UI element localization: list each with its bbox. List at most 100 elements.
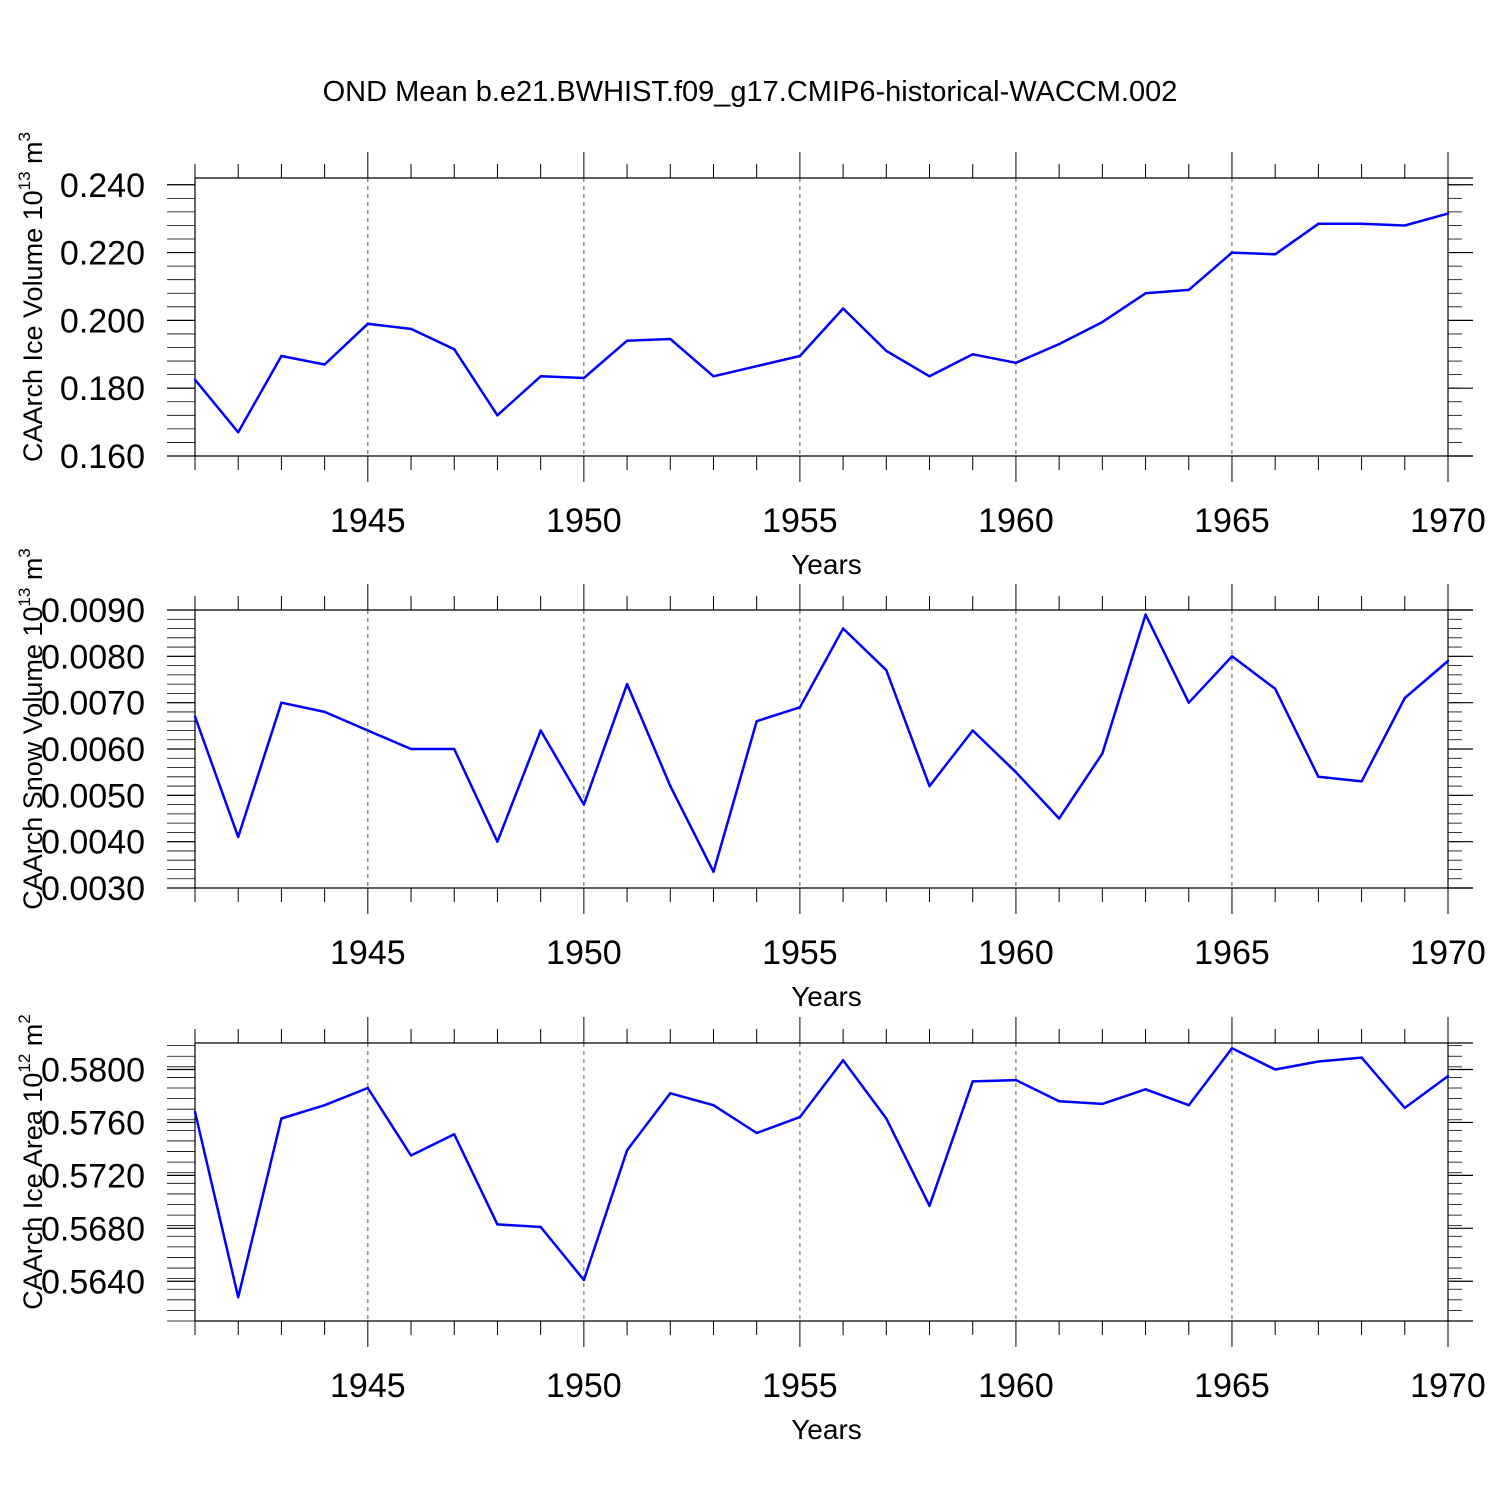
x-tick-label: 1960 [978,1367,1054,1405]
data-point [1317,775,1320,778]
data-point [712,1104,715,1107]
data-point [1317,222,1320,225]
data-point [193,378,197,381]
data-point [366,729,370,732]
data-point [1057,817,1061,820]
data-point [496,840,499,843]
x-tick-label: 1970 [1410,1367,1486,1405]
data-point [1360,1056,1363,1059]
data-point [280,1117,283,1120]
data-point [366,1086,370,1090]
y-tick-label: 0.0050 [41,777,145,815]
data-point [1446,659,1450,663]
series-line [193,1047,1449,1299]
data-point [1101,320,1104,324]
data-point [280,701,283,704]
x-tick-label: 1965 [1194,502,1270,540]
data-point [539,375,542,378]
y-tick-label: 0.0030 [41,870,145,908]
data-point [928,375,931,378]
data-point [669,784,672,788]
x-tick-label: 1965 [1194,934,1270,972]
data-point [280,354,283,358]
data-point [1273,1068,1277,1071]
data-point [453,1133,456,1136]
data-point [885,1117,888,1120]
data-point [366,322,370,325]
data-point [1057,342,1061,346]
data-point [453,747,456,751]
data-point [1187,701,1190,704]
y-tick-label: 0.180 [60,370,145,408]
data-point [1101,752,1104,755]
data-point [193,1110,197,1114]
x-tick-label: 1960 [978,502,1054,540]
data-point [323,710,326,714]
panel-ice-volume: 1945 1950 1955 1960 1965 1970 0.160 0.180 0.200 0… [15,132,1486,580]
data-point [496,1223,499,1226]
data-point [669,1092,672,1095]
data-point [237,1295,240,1299]
data-point [1403,1106,1406,1110]
x-tick-label: 1970 [1410,502,1486,540]
x-tick-label: 1945 [330,502,406,540]
data-point [885,669,888,672]
data-point [1360,780,1363,783]
data-point [1144,292,1147,295]
y-tick-label: 0.5680 [41,1210,145,1248]
data-point [1014,770,1018,774]
y-axis-label-part: m [18,558,48,588]
data-point [1187,1104,1190,1107]
data-point [1230,655,1234,658]
data-point [712,870,715,873]
series-line [193,613,1449,874]
y-axis-label: CAArch Ice Area 1012 m2 [15,1014,48,1310]
data-point [1014,361,1018,364]
data-point [582,376,586,380]
data-point [539,1225,542,1229]
x-tick-label: 1950 [546,502,622,540]
data-point [496,414,499,417]
panel-snow-volume: 1945 1950 1955 1960 1965 1970 0.0030 0.0040 0.00… [15,548,1486,1012]
x-tick-label: 1970 [1410,934,1486,972]
data-point [582,1278,586,1282]
x-tick-label: 1945 [330,1367,406,1405]
data-point [323,363,326,366]
data-point [841,307,845,310]
data-point [1403,696,1406,700]
y-tick-label: 0.0060 [41,731,145,769]
data-point [798,1115,802,1119]
y-axis-label-part: CAArch Ice Volume 10 [18,190,48,462]
data-point [971,1080,974,1083]
data-point [539,729,542,732]
x-tick-label: 1955 [762,934,838,972]
data-point [409,747,413,751]
data-point [409,1154,413,1157]
x-tick-label: 1950 [546,1367,622,1405]
data-point [1144,613,1147,616]
data-point [625,1149,629,1152]
y-axis-label-part: CAArch Ice Area 10 [18,1073,48,1310]
data-point [755,1131,758,1135]
data-point [323,1104,326,1107]
y-tick-label: 0.0070 [41,685,145,723]
panel-ice-area: 1945 1950 1955 1960 1965 1970 0.5640 0.5680 0.57… [15,1014,1486,1445]
y-tick-label: 0.0090 [41,592,145,630]
data-point [885,349,888,353]
data-point [409,327,413,331]
data-point [928,784,931,788]
y-axis-label-part: m [18,141,48,171]
y-tick-label: 0.5760 [41,1104,145,1142]
data-point [1230,1047,1234,1050]
data-point [1057,1100,1061,1103]
x-tick-label: 1955 [762,1367,838,1405]
y-axis-label-part: CAArch Snow Volume 10 [18,607,48,910]
y-axis-label-superscript: 2 [15,1014,34,1023]
data-point [841,1059,845,1062]
x-tick-label: 1955 [762,502,838,540]
y-axis-label-superscript: 12 [15,1054,34,1073]
y-axis-label-part: m [18,1024,48,1054]
y-axis-label: CAArch Snow Volume 1013 m3 [15,548,48,910]
data-point [971,729,974,732]
